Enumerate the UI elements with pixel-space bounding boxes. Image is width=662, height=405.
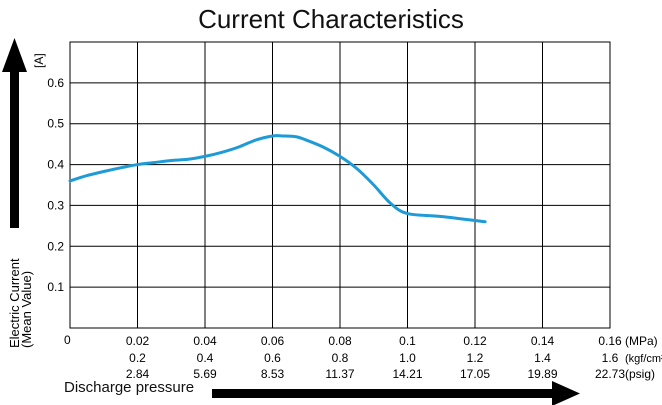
x-tick-label: 5.69 [193, 367, 217, 381]
x-tick-label: 0.08 [328, 334, 352, 348]
x-tick-label: 0.12 [463, 334, 487, 348]
x-tick-label: 14.21 [392, 367, 422, 381]
plot-frame [69, 41, 611, 329]
x-axis-arrow [212, 381, 580, 405]
x-tick-label: 8.53 [261, 367, 285, 381]
series-line [68, 134, 487, 224]
y-tick-label: 0.5 [47, 117, 64, 131]
x-tick-label: 0.4 [197, 351, 214, 365]
origin-label: 0 [64, 333, 71, 347]
grid-lines [70, 42, 611, 328]
x-tick-labels: 0.02 0.04 0.06 0.08 0.1 0.12 0.14 0.16 (MPa) 0.2 0… [126, 334, 662, 381]
y-tick-label: 0.2 [47, 239, 64, 253]
y-tick-label: 0.1 [47, 280, 64, 294]
x-unit-label: (MPa) [625, 334, 658, 348]
x-tick-label: 1.6 [602, 351, 619, 365]
x-tick-label: 0.6 [264, 351, 281, 365]
y-tick-labels: 0.1 0.2 0.3 0.4 0.5 0.6 [47, 76, 64, 294]
x-tick-label: 0.06 [261, 334, 285, 348]
y-axis-label-line1: Electric Current [7, 258, 22, 348]
x-tick-label: 0.14 [531, 334, 555, 348]
x-tick-label: 1.4 [534, 351, 551, 365]
y-axis-unit: [A] [32, 53, 46, 68]
x-tick-label: 11.37 [325, 367, 354, 381]
x-tick-label: 0.8 [332, 351, 349, 365]
chart-title: Current Characteristics [198, 4, 464, 34]
x-tick-label: 0.04 [193, 334, 217, 348]
x-tick-label: 1.2 [467, 351, 484, 365]
x-tick-label: 22.73 [595, 367, 625, 381]
x-tick-label: 2.84 [126, 367, 150, 381]
y-tick-label: 0.3 [47, 198, 64, 212]
y-axis-label: Electric Current (Mean Value) [7, 258, 34, 348]
x-axis-label: Discharge pressure [64, 379, 195, 396]
x-unit-label: (kgf/cm²) [625, 353, 662, 365]
y-tick-label: 0.6 [47, 76, 64, 90]
x-tick-label: 0.2 [129, 351, 146, 365]
y-axis-arrow [2, 38, 27, 228]
x-tick-label: 19.89 [527, 367, 557, 381]
x-unit-label: (psig) [625, 367, 655, 381]
x-tick-label: 0.1 [399, 334, 416, 348]
y-axis-label-line2: (Mean Value) [19, 271, 34, 348]
x-tick-label: 17.05 [460, 367, 490, 381]
x-tick-label: 0.02 [126, 334, 150, 348]
x-tick-label: 0.16 [598, 334, 622, 348]
x-tick-label: 1.0 [399, 351, 416, 365]
y-tick-label: 0.4 [47, 158, 64, 172]
